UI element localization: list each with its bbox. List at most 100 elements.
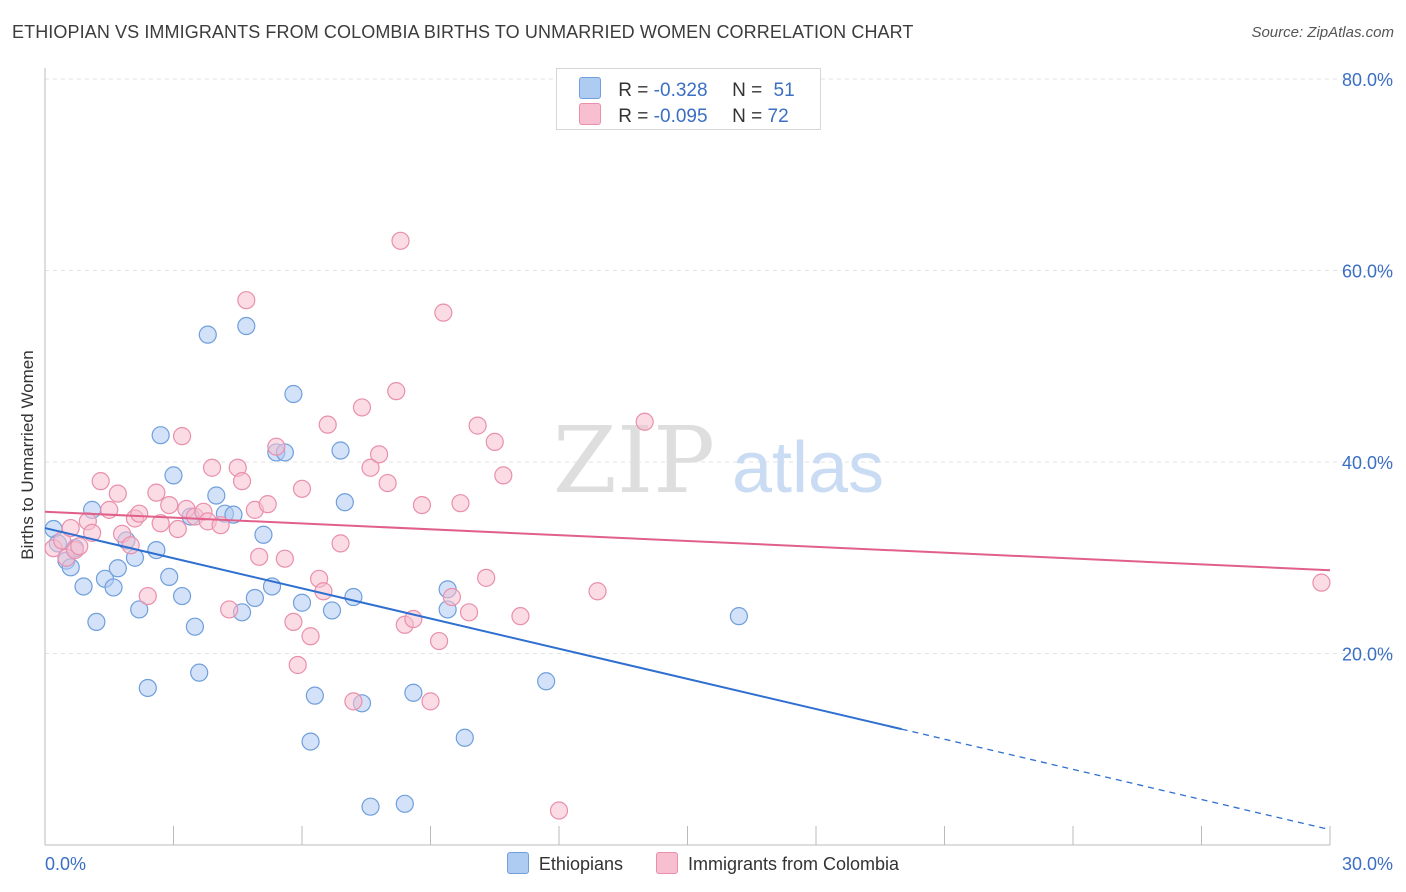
legend-label: Ethiopians xyxy=(538,854,623,874)
legend-label: Immigrants from Colombia xyxy=(688,854,900,874)
point-ethiopians xyxy=(87,612,106,632)
legend-swatch-blue xyxy=(506,852,529,874)
point-ethiopians xyxy=(537,672,556,691)
point-colombia xyxy=(1312,573,1331,592)
point-colombia xyxy=(130,504,149,523)
point-colombia xyxy=(258,495,277,514)
point-colombia xyxy=(232,472,252,491)
r-value: -0.328 xyxy=(653,80,708,101)
stats-legend: R = -0.328 N = 51 R = -0.095 N = 72 xyxy=(556,68,821,130)
point-ethiopians xyxy=(190,663,209,682)
y-axis-title: Births to Unmarried Women xyxy=(18,350,37,560)
point-colombia xyxy=(352,398,372,417)
legend-item-colombia[interactable]: Immigrants from Colombia xyxy=(656,852,899,875)
point-colombia xyxy=(275,549,294,568)
point-colombia xyxy=(288,655,307,675)
point-ethiopians xyxy=(344,587,363,607)
y-tick-label: 20.0% xyxy=(1342,645,1393,665)
point-colombia xyxy=(318,415,337,434)
point-colombia xyxy=(91,472,110,491)
point-ethiopians xyxy=(395,794,414,813)
point-colombia xyxy=(421,692,440,711)
point-ethiopians xyxy=(104,578,123,597)
colombia-swatch xyxy=(579,103,601,125)
point-colombia xyxy=(387,382,406,401)
point-colombia xyxy=(301,627,320,646)
point-colombia xyxy=(267,437,286,456)
point-colombia xyxy=(202,458,222,477)
point-colombia xyxy=(237,291,256,310)
trend-line-ethiopians xyxy=(44,527,902,731)
n-value: 72 xyxy=(767,106,789,127)
point-colombia xyxy=(434,303,453,322)
watermark-zip: ZIP xyxy=(553,407,715,514)
tick-labels: 20.0% 40.0% 60.0% 80.0% 0.0% 30.0% xyxy=(45,70,1393,874)
point-ethiopians xyxy=(284,384,303,404)
watermark: ZIP atlas xyxy=(553,407,884,514)
point-colombia xyxy=(220,600,239,619)
point-ethiopians xyxy=(335,493,354,512)
ethiopians-swatch xyxy=(579,77,601,99)
n-label: N = xyxy=(732,106,763,127)
point-ethiopians xyxy=(138,678,157,698)
point-colombia xyxy=(459,603,479,622)
trend-line-colombia xyxy=(44,510,1331,572)
point-ethiopians xyxy=(404,683,423,702)
point-colombia xyxy=(468,416,487,435)
legend-item-ethiopians[interactable]: Ethiopians xyxy=(506,852,623,875)
point-colombia xyxy=(160,495,179,515)
point-colombia xyxy=(412,495,432,515)
point-colombia xyxy=(331,534,350,553)
point-colombia xyxy=(442,587,462,607)
point-ethiopians xyxy=(198,325,217,344)
point-ethiopians xyxy=(254,525,273,544)
point-ethiopians xyxy=(237,316,256,336)
point-colombia xyxy=(378,473,397,493)
point-ethiopians xyxy=(130,600,149,619)
point-colombia xyxy=(138,586,157,606)
point-colombia xyxy=(168,519,187,539)
y-tick-label: 60.0% xyxy=(1342,262,1393,282)
point-ethiopians xyxy=(185,617,205,636)
point-colombia xyxy=(151,514,170,533)
stats-row-colombia: R = -0.095 N = 72 xyxy=(579,103,789,127)
data-points xyxy=(44,231,1331,820)
trend-lines xyxy=(44,510,1331,831)
r-label: R = xyxy=(618,80,649,101)
point-ethiopians xyxy=(322,601,342,620)
x-tick-label: 0.0% xyxy=(45,854,86,874)
x-tick-label: 30.0% xyxy=(1342,854,1393,874)
bottom-legend: Ethiopians Immigrants from Colombia xyxy=(0,852,1406,875)
grid-lines xyxy=(45,78,1393,654)
point-colombia xyxy=(485,432,504,451)
point-colombia xyxy=(370,445,389,464)
axes xyxy=(44,68,1331,846)
trend-line-ethiopians-extension xyxy=(901,728,1331,831)
point-colombia xyxy=(494,466,513,485)
point-colombia xyxy=(344,692,363,711)
point-ethiopians xyxy=(151,426,170,445)
point-ethiopians xyxy=(331,441,350,460)
point-colombia xyxy=(147,483,166,502)
y-tick-label: 40.0% xyxy=(1342,453,1393,473)
stats-row-ethiopians: R = -0.328 N = 51 xyxy=(579,77,795,101)
point-ethiopians xyxy=(729,607,749,626)
n-label: N = xyxy=(732,80,763,101)
point-colombia xyxy=(635,412,654,431)
point-colombia xyxy=(108,484,127,503)
source-label: Source: ZipAtlas.com xyxy=(1251,24,1394,41)
point-ethiopians xyxy=(224,505,243,524)
y-tick-label: 80.0% xyxy=(1342,70,1393,90)
point-ethiopians xyxy=(108,559,127,578)
point-ethiopians xyxy=(301,732,320,751)
point-colombia xyxy=(451,494,470,513)
point-colombia xyxy=(284,612,303,632)
point-ethiopians xyxy=(361,797,380,816)
point-colombia xyxy=(391,231,410,250)
r-value: -0.095 xyxy=(653,106,708,127)
point-colombia xyxy=(292,479,312,498)
n-value: 51 xyxy=(773,80,795,101)
chart-title: ETHIOPIAN VS IMMIGRANTS FROM COLOMBIA BI… xyxy=(12,22,914,42)
point-colombia xyxy=(477,568,496,587)
